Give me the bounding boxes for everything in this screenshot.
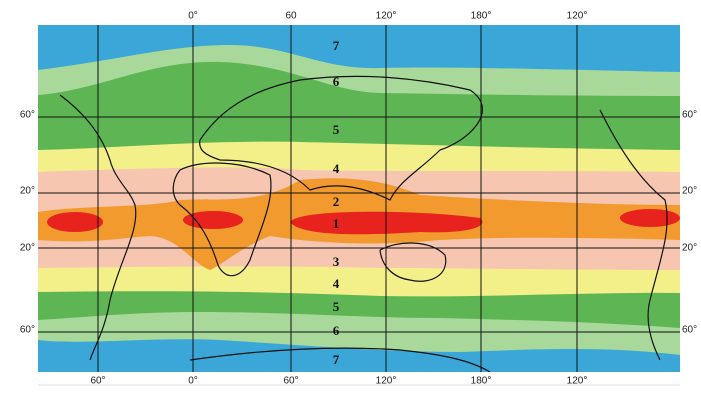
zone-labels: 7 6 5 4 2 1 3 4 5 6 7 <box>333 38 340 367</box>
coastlines <box>59 75 668 372</box>
africa-coast <box>172 162 272 277</box>
zone-number: 5 <box>333 299 340 314</box>
map-area <box>38 25 680 372</box>
latitude-label: 20° <box>20 243 35 254</box>
latitude-label: 60° <box>682 110 697 121</box>
australia-coast <box>379 242 447 282</box>
longitude-label: 180° <box>471 376 492 387</box>
latitude-label: 20° <box>682 186 697 197</box>
longitude-label: 60° <box>283 376 298 387</box>
longitude-label: 120° <box>376 11 397 22</box>
longitude-label: 120° <box>376 376 397 387</box>
eurasia-coast <box>199 75 483 201</box>
zone-number: 1 <box>333 216 340 231</box>
equatorial-core <box>183 211 243 229</box>
equatorial-core <box>620 209 680 227</box>
longitude-label: 60 <box>285 11 297 22</box>
top-labels: 0° 60 120° 180° 120° <box>188 11 587 22</box>
americas-coast <box>59 94 137 361</box>
zone-number: 5 <box>333 122 340 137</box>
graticule <box>38 25 680 372</box>
antarctica-coast <box>189 347 491 372</box>
latitude-label: 20° <box>682 243 697 254</box>
zone-number: 6 <box>333 74 340 89</box>
latitude-label: 60° <box>20 325 35 336</box>
longitude-label: 0° <box>188 11 198 22</box>
zone-number: 7 <box>333 38 340 53</box>
right-labels: 60° 20° 20° 60° <box>682 110 697 336</box>
zone-number: 4 <box>333 276 340 291</box>
latitude-label: 60° <box>20 110 35 121</box>
longitude-label: 120° <box>567 11 588 22</box>
equatorial-core <box>47 212 103 232</box>
longitude-label: 60° <box>90 376 105 387</box>
longitude-label: 180° <box>471 11 492 22</box>
longitude-label: 0° <box>188 376 198 387</box>
longitude-label: 120° <box>567 376 588 387</box>
americas-coast <box>599 109 668 361</box>
latitude-label: 20° <box>20 186 35 197</box>
zone-number: 4 <box>333 161 340 176</box>
left-labels: 60° 20° 20° 60° <box>20 110 35 336</box>
zone-number: 2 <box>333 194 340 209</box>
zone-number: 3 <box>333 254 340 269</box>
zone-number: 6 <box>333 323 340 338</box>
zone-number: 7 <box>333 352 340 367</box>
bottom-labels: 60° 0° 60° 120° 180° 120° <box>90 376 587 387</box>
latitude-label: 60° <box>682 325 697 336</box>
